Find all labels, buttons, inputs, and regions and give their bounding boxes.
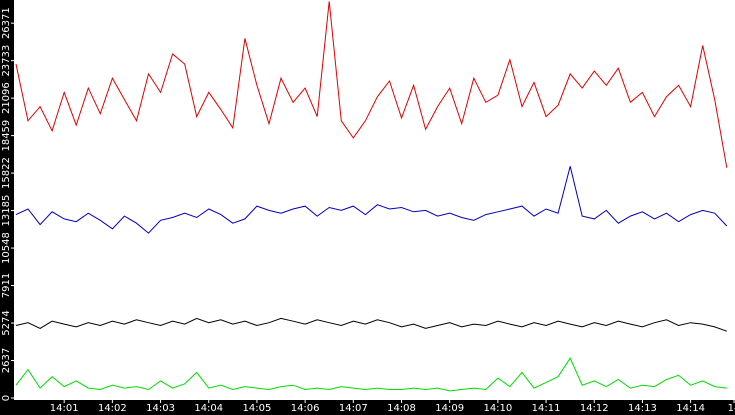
x-tick-label: 14 [728, 403, 735, 414]
x-tick-label: 14:02 [98, 403, 127, 414]
y-tick-label: 26371 [1, 7, 12, 39]
x-tick-label: 14:10 [483, 403, 512, 414]
x-tick-label: 14:08 [387, 403, 416, 414]
y-tick-label: 5274 [1, 310, 12, 335]
y-tick-label: 21096 [1, 82, 12, 114]
series-line [15, 357, 727, 392]
y-tick-label: 15822 [1, 157, 12, 189]
x-axis-strip [0, 400, 735, 415]
series-line [15, 166, 728, 234]
y-tick-label: 7911 [1, 273, 12, 298]
y-tick-label: 18459 [1, 120, 12, 152]
x-tick-label: 14:07 [339, 403, 368, 414]
x-tick-label: 14:13 [628, 403, 657, 414]
x-tick-label: 14:05 [243, 403, 272, 414]
x-tick-label: 14:01 [50, 403, 79, 414]
x-tick-label: 14:03 [146, 403, 175, 414]
y-tick-label: 2637 [1, 348, 12, 373]
series-line [15, 1, 728, 168]
x-tick-label: 14:11 [532, 403, 561, 414]
x-tick-label: 14:04 [194, 403, 223, 414]
series-line [15, 317, 727, 332]
x-tick-label: 14:09 [435, 403, 464, 414]
y-tick-label: 13185 [1, 195, 12, 227]
y-tick-label: 10548 [1, 232, 12, 264]
y-axis-strip [0, 0, 14, 415]
y-tick-label: 0 [1, 395, 12, 401]
x-tick-label: 14:12 [580, 403, 609, 414]
x-tick-label: 14:14 [676, 403, 705, 414]
y-tick-label: 23733 [1, 45, 12, 77]
x-tick-label: 14:06 [291, 403, 320, 414]
